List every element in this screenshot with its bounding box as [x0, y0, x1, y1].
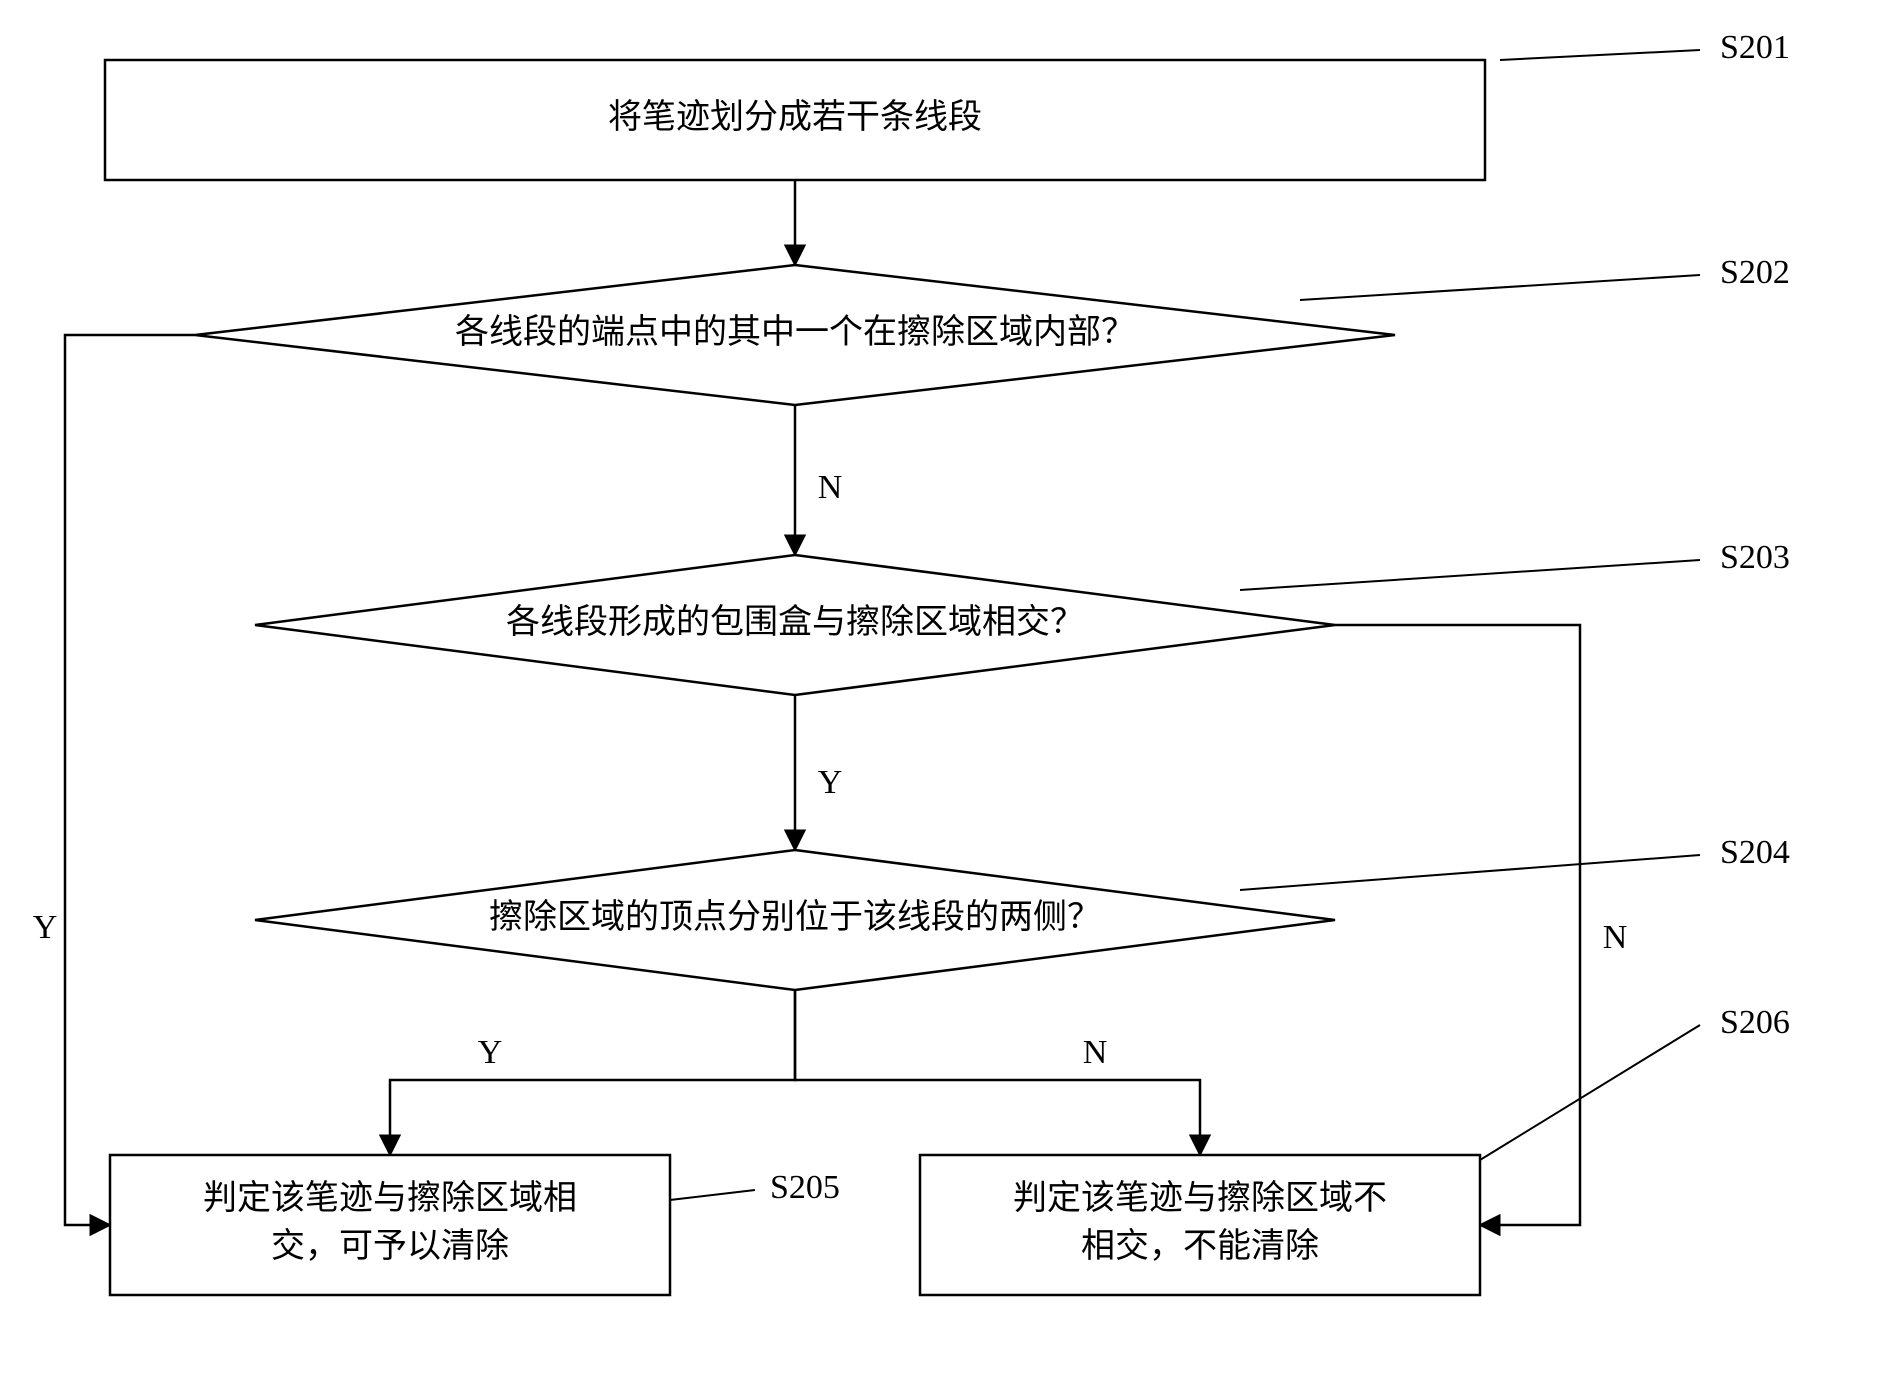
- edge-label-e_204_205: Y: [478, 1034, 503, 1071]
- edge-e_204_206: [795, 990, 1200, 1155]
- edge-label-e_203N_206: N: [1603, 919, 1628, 956]
- step-label-s201: S201: [1720, 29, 1790, 66]
- edge-label-e_203_204: Y: [818, 764, 843, 801]
- node-s205: [110, 1155, 670, 1295]
- step-label-s205: S205: [770, 1169, 840, 1206]
- leader-s202: [1300, 275, 1700, 300]
- edge-e_204_205: [390, 990, 795, 1155]
- step-label-s202: S202: [1720, 254, 1790, 291]
- edge-label-e_204_206: N: [1083, 1034, 1108, 1071]
- step-label-s206: S206: [1720, 1004, 1790, 1041]
- node-s206: [920, 1155, 1480, 1295]
- node-text-s202: 各线段的端点中的其中一个在擦除区域内部？: [455, 313, 1135, 351]
- leader-s205: [670, 1190, 755, 1200]
- node-text2-s206: 相交，不能清除: [1081, 1227, 1319, 1265]
- leader-s204: [1240, 855, 1700, 890]
- node-text1-s205: 判定该笔迹与擦除区域相: [203, 1179, 577, 1217]
- node-text1-s206: 判定该笔迹与擦除区域不: [1013, 1179, 1387, 1217]
- node-text-s204: 擦除区域的顶点分别位于该线段的两侧？: [489, 898, 1101, 936]
- edge-label-e_202Y_205: Y: [33, 909, 58, 946]
- step-label-s203: S203: [1720, 539, 1790, 576]
- node-text-s203: 各线段形成的包围盒与擦除区域相交？: [506, 603, 1084, 641]
- leader-s201: [1500, 50, 1700, 60]
- edge-e_202Y_205: [65, 335, 195, 1225]
- flowchart-canvas: N Y Y N Y N 将笔迹划分成若干条线段各线段的端点中的其中一个在擦除区域内部？ 各线段…: [0, 0, 1879, 1387]
- leader-s206: [1480, 1025, 1700, 1160]
- edge-e_203N_206: [1335, 625, 1580, 1225]
- node-text2-s205: 交，可予以清除: [271, 1227, 509, 1265]
- edge-label-e_202_203: N: [818, 469, 843, 506]
- step-label-s204: S204: [1720, 834, 1790, 871]
- node-text-s201: 将笔迹划分成若干条线段: [608, 98, 982, 136]
- leader-s203: [1240, 560, 1700, 590]
